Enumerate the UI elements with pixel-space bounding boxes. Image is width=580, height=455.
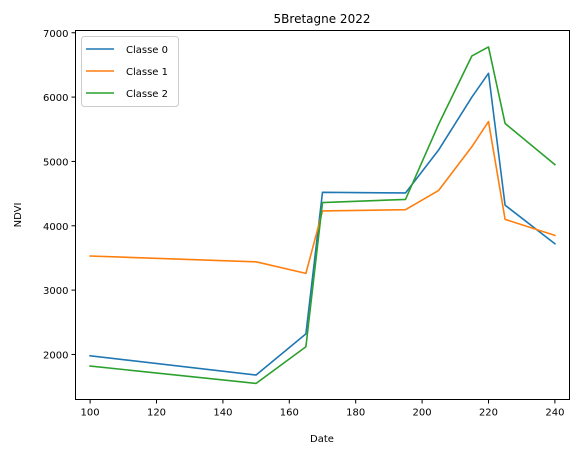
plot-frame [75, 30, 570, 400]
y-tick-label: 4000 [43, 222, 68, 233]
y-axis-ticks: 2000 3000 4000 5000 6000 7000 [43, 29, 76, 361]
y-tick-label: 5000 [43, 157, 68, 168]
x-tick-label: 240 [545, 408, 564, 419]
x-tick-label: 100 [81, 408, 100, 419]
legend: Classe 0 Classe 1 Classe 2 [81, 36, 179, 107]
x-tick-label: 220 [479, 408, 498, 419]
y-tick-label: 3000 [43, 286, 68, 297]
series-line-classe-1 [89, 120, 556, 275]
series-line-classe-0 [89, 72, 557, 376]
y-axis-label: NDVI [13, 203, 24, 228]
chart-title: 5Bretagne 2022 [274, 12, 371, 26]
series-layer [89, 46, 557, 385]
legend-box [81, 36, 179, 107]
x-tick-label: 160 [280, 408, 299, 419]
y-tick-label: 7000 [43, 29, 68, 40]
x-tick-label: 120 [147, 408, 166, 419]
x-tick-label: 140 [213, 408, 232, 419]
legend-label: Classe 2 [126, 89, 168, 100]
legend-label: Classe 0 [126, 45, 168, 56]
x-axis-ticks: 100 120 140 160 180 200 220 240 [81, 399, 564, 419]
x-axis-label: Date [310, 434, 334, 445]
series-line-classe-2 [89, 46, 557, 385]
y-tick-label: 6000 [43, 93, 68, 104]
x-tick-label: 180 [346, 408, 365, 419]
y-tick-label: 2000 [43, 350, 68, 361]
legend-label: Classe 1 [126, 67, 168, 78]
x-tick-label: 200 [413, 408, 432, 419]
